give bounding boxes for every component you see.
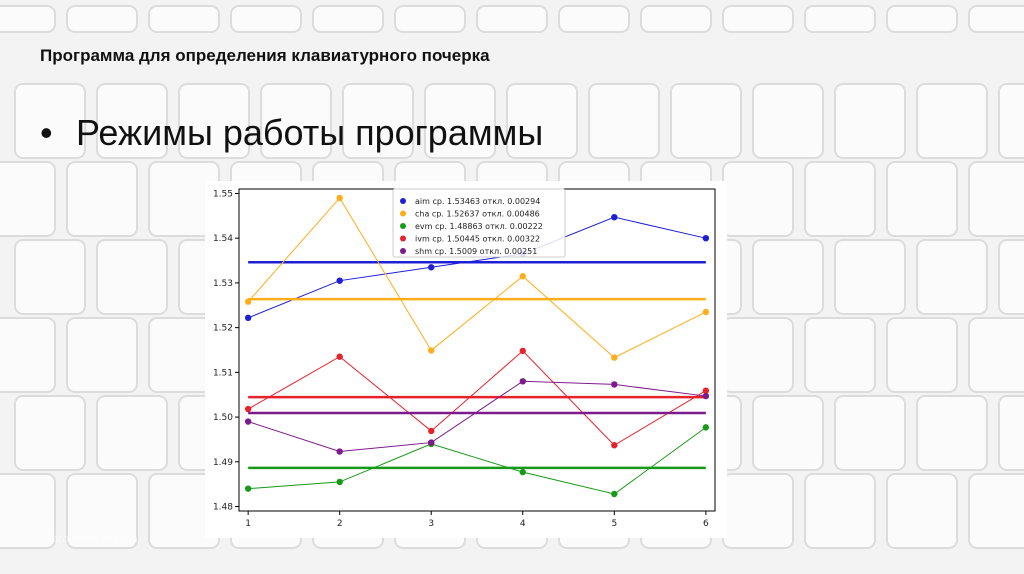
- data-point-ivm: [336, 353, 343, 360]
- y-tick-label: 1.53: [213, 279, 233, 289]
- legend-marker: [400, 198, 406, 204]
- legend-box: [392, 188, 566, 258]
- data-point-shm: [244, 418, 252, 425]
- data-point-cha: [611, 354, 618, 361]
- data-point-ivm: [702, 387, 710, 394]
- bullet-dot-icon: •: [40, 112, 53, 153]
- data-point-cha: [702, 308, 710, 316]
- data-point-shm: [611, 381, 618, 388]
- y-tick-label: 1.49: [213, 458, 233, 468]
- data-point-aim: [611, 213, 618, 221]
- series-line-shm: [247, 380, 706, 453]
- legend: aim ср. 1.53463 откл. 0.00294 cha ср. 1.5…: [392, 188, 566, 258]
- legend-entry: shm ср. 1.5009 откл. 0.00251: [415, 247, 537, 256]
- line-chart: 1.48 1.49 1.50 1.51 1.52 1.53 1.54 1.55 1 2 3 4 5 6 ai…: [213, 188, 716, 529]
- x-tick-label: 5: [611, 519, 617, 529]
- data-point-aim: [428, 264, 435, 271]
- x-tick-label: 1: [245, 519, 251, 529]
- data-point-cha: [519, 273, 526, 280]
- legend-marker: [400, 210, 406, 217]
- y-tick-label: 1.50: [213, 413, 233, 423]
- y-tick-label: 1.51: [213, 368, 233, 378]
- data-point-cha: [336, 194, 343, 202]
- y-tick-label: 1.48: [213, 503, 233, 513]
- legend-entry: aim ср. 1.53463 откл. 0.00294: [415, 197, 540, 206]
- bullet-item: • Режимы работы программы: [40, 112, 543, 154]
- data-point-aim: [244, 314, 252, 321]
- data-point-cha: [244, 298, 252, 305]
- y-tick-label: 1.55: [213, 189, 233, 199]
- y-tick-label: 1.52: [213, 324, 233, 334]
- data-point-ivm: [611, 442, 618, 449]
- x-tick-label: 3: [428, 519, 434, 529]
- slide-title: Программа для определения клавиатурного …: [40, 46, 490, 65]
- legend-entry: evm ср. 1.48863 откл. 0.00222: [415, 222, 543, 231]
- data-point-evm: [336, 478, 343, 486]
- legend-entry: ivm ср. 1.50445 откл. 0.00322: [415, 235, 540, 244]
- bullet-text: Режимы работы программы: [76, 112, 544, 153]
- y-tick-label: 1.54: [213, 234, 233, 244]
- data-point-shm: [702, 392, 710, 400]
- legend-marker: [400, 248, 406, 254]
- data-point-aim: [702, 234, 710, 242]
- data-point-shm: [519, 378, 526, 385]
- series-line-cha: [247, 197, 707, 359]
- data-point-aim: [336, 277, 343, 284]
- data-point-ivm: [519, 347, 526, 355]
- legend-marker: [400, 235, 406, 242]
- chart-panel: 1.48 1.49 1.50 1.51 1.52 1.53 1.54 1.55 1 2 3 4 5 6 ai…: [205, 181, 727, 538]
- data-point-shm: [428, 439, 435, 446]
- legend-marker: [400, 223, 406, 229]
- data-point-ivm: [428, 427, 435, 435]
- x-tick-label: 6: [703, 519, 709, 529]
- data-point-evm: [611, 490, 618, 498]
- legend-entry: cha ср. 1.52637 откл. 0.00486: [415, 210, 540, 219]
- series-line-aim: [247, 216, 706, 319]
- slide-footer: Заголовок слайда: [46, 533, 138, 545]
- data-point-evm: [519, 468, 526, 476]
- x-tick-label: 4: [520, 519, 526, 529]
- data-point-cha: [428, 347, 435, 354]
- data-point-ivm: [244, 405, 252, 413]
- data-point-evm: [244, 485, 252, 492]
- x-tick-label: 2: [337, 519, 343, 529]
- series-line-ivm: [247, 350, 707, 446]
- series-line-evm: [248, 426, 707, 495]
- data-point-shm: [336, 448, 343, 455]
- data-point-evm: [702, 424, 710, 431]
